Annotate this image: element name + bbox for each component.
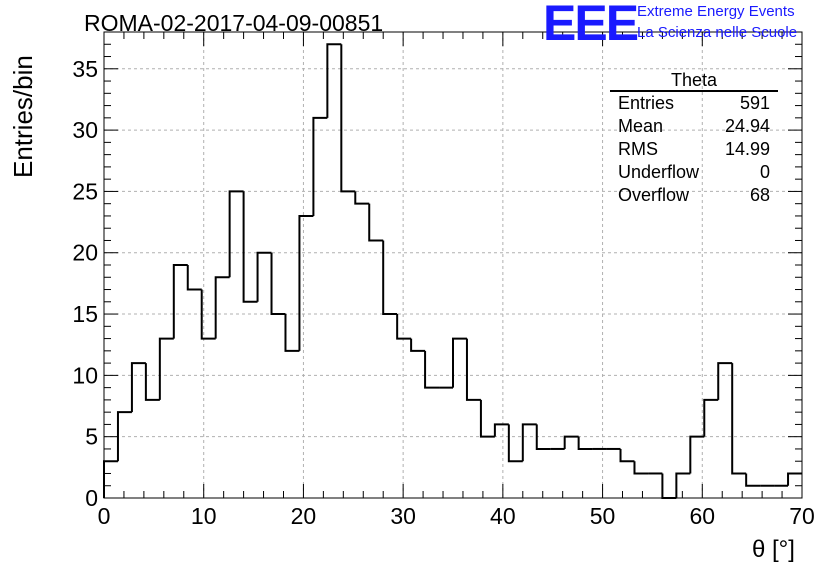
- histogram-bin: [410, 338, 426, 352]
- histogram-bin: [731, 363, 747, 475]
- histogram-bin: [214, 276, 230, 339]
- histogram-bin: [270, 252, 286, 316]
- y-tick-label: 25: [72, 178, 98, 204]
- x-tick-label: 30: [390, 503, 416, 529]
- x-tick-label: 10: [191, 503, 217, 529]
- histogram-bin: [563, 435, 579, 449]
- run-title: ROMA-02-2017-04-09-00851: [84, 10, 384, 36]
- histogram-bin: [493, 423, 509, 437]
- histogram-bin: [479, 399, 495, 438]
- histogram-bin: [535, 424, 551, 450]
- histogram-bin: [312, 116, 328, 216]
- stats-label: Mean: [618, 116, 664, 136]
- x-tick-label: 20: [291, 503, 317, 529]
- histogram-bin: [228, 190, 244, 278]
- histogram-bin: [298, 214, 314, 351]
- stats-row-underflow: Underflow 0: [610, 161, 778, 184]
- histogram-bin: [703, 398, 719, 437]
- x-tick-label: 70: [789, 503, 815, 529]
- y-tick-label: 30: [72, 117, 98, 143]
- histogram-bin: [675, 472, 691, 498]
- histogram-bin: [158, 337, 174, 400]
- stats-row-overflow: Overflow 68: [610, 184, 778, 207]
- histogram-bin: [103, 460, 118, 498]
- stats-value: 591: [739, 93, 770, 113]
- histogram-bin: [396, 314, 412, 340]
- stats-label: Underflow: [618, 162, 700, 182]
- stats-box: Theta Entries 591 Mean 24.94 RMS 14.99 U…: [610, 70, 778, 207]
- histogram-bin: [424, 350, 440, 389]
- y-axis-label: Entries/bin: [8, 55, 38, 178]
- stats-value: 14.99: [724, 139, 770, 159]
- x-axis-label: θ [°]: [752, 536, 795, 563]
- y-tick-label: 5: [85, 424, 98, 450]
- histogram-bin: [661, 473, 677, 499]
- histogram-bin: [186, 265, 202, 291]
- stats-label: Overflow: [618, 185, 690, 205]
- eee-tagline-2: La Scienza nelle Scuole: [637, 24, 798, 41]
- stats-title: Theta: [610, 70, 778, 92]
- histogram-bin: [717, 362, 733, 400]
- histogram-bin: [200, 289, 216, 340]
- y-tick-label: 20: [72, 240, 98, 266]
- y-tick-label: 10: [72, 362, 98, 388]
- x-tick-label: 50: [590, 503, 616, 529]
- histogram-bin: [382, 240, 398, 316]
- histogram-bin: [745, 473, 761, 487]
- y-tick-label: 0: [85, 485, 98, 511]
- eee-logo: EEE: [543, 0, 639, 51]
- histogram-bin: [465, 338, 481, 401]
- histogram-bin: [689, 435, 705, 474]
- x-tick-label: 60: [689, 503, 715, 529]
- histogram-bin: [172, 264, 188, 339]
- histogram-bin: [633, 461, 649, 475]
- histogram-bin: [787, 472, 802, 486]
- x-tick-label: 0: [98, 503, 111, 529]
- histogram-bin: [368, 203, 384, 242]
- histogram-bin: [256, 251, 272, 302]
- histogram-bin: [619, 448, 635, 463]
- histogram-bin: [354, 191, 370, 205]
- histogram-bin: [521, 423, 537, 462]
- x-tick-label: 40: [490, 503, 516, 529]
- eee-tagline-1: Extreme Energy Events: [637, 3, 795, 20]
- histogram-bin: [577, 436, 593, 450]
- histogram-bin: [340, 44, 356, 193]
- histogram-bin: [452, 337, 467, 388]
- stats-row-entries: Entries 591: [610, 92, 778, 115]
- histogram-bin: [242, 191, 258, 303]
- histogram-bin: [507, 424, 523, 463]
- stats-row-rms: RMS 14.99: [610, 138, 778, 161]
- stats-label: RMS: [618, 139, 658, 159]
- histogram-bin: [130, 362, 146, 413]
- stats-value: 68: [749, 185, 770, 205]
- y-tick-label: 35: [72, 56, 98, 82]
- histogram-bin: [284, 314, 300, 352]
- y-tick-label: 15: [72, 301, 98, 327]
- histogram-bin: [326, 43, 342, 118]
- histogram-bin: [144, 363, 160, 401]
- histogram-bin: [116, 411, 132, 462]
- stats-value: 24.94: [724, 116, 770, 136]
- stats-label: Entries: [618, 93, 675, 113]
- stats-value: 0: [759, 162, 770, 182]
- stats-row-mean: Mean 24.94: [610, 115, 778, 138]
